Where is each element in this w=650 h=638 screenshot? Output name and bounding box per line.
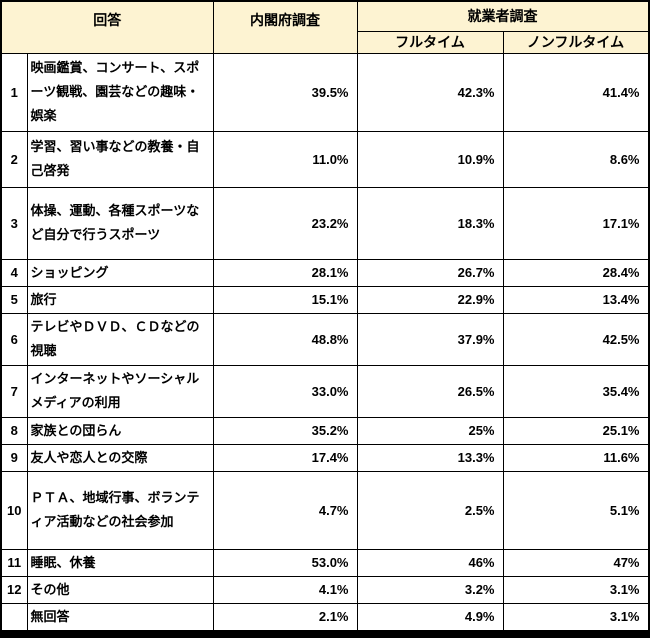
header-fulltime: フルタイム [356, 30, 504, 54]
nonfulltime-value: 25.1% [502, 416, 650, 445]
nonfulltime-value: 5.1% [502, 470, 650, 550]
fulltime-value: 46% [356, 548, 504, 577]
cabinet-value: 4.1% [212, 575, 358, 604]
row-number: 3 [0, 186, 28, 260]
fulltime-value: 4.9% [356, 602, 504, 634]
table-row: 1 映画鑑賞、コンサート、スポーツ観戦、園芸などの趣味・娯楽 39.5% 42.… [0, 52, 650, 132]
row-label: 友人や恋人との交際 [26, 443, 214, 472]
nonfulltime-value: 42.5% [502, 312, 650, 366]
fulltime-value: 37.9% [356, 312, 504, 366]
cabinet-value: 23.2% [212, 186, 358, 260]
table-row: 7 インターネットやソーシャルメディアの利用 33.0% 26.5% 35.4% [0, 364, 650, 418]
cabinet-value: 48.8% [212, 312, 358, 366]
row-number: 6 [0, 312, 28, 366]
cabinet-value: 33.0% [212, 364, 358, 418]
table-row: 12 その他 4.1% 3.2% 3.1% [0, 575, 650, 604]
cabinet-value: 17.4% [212, 443, 358, 472]
table-row: 無回答 2.1% 4.9% 3.1% [0, 602, 650, 634]
nonfulltime-value: 35.4% [502, 364, 650, 418]
cabinet-value: 2.1% [212, 602, 358, 634]
row-label: 体操、運動、各種スポーツなど自分で行うスポーツ [26, 186, 214, 260]
row-label: テレビやＤＶＤ、ＣＤなどの視聴 [26, 312, 214, 366]
table-row: 11 睡眠、休養 53.0% 46% 47% [0, 548, 650, 577]
table-row: 4 ショッピング 28.1% 26.7% 28.4% [0, 258, 650, 287]
header-cabinet-survey: 内閣府調査 [212, 0, 358, 54]
row-number: 12 [0, 575, 28, 604]
row-label: ＰＴＡ、地域行事、ボランティア活動などの社会参加 [26, 470, 214, 550]
nonfulltime-value: 11.6% [502, 443, 650, 472]
fulltime-value: 18.3% [356, 186, 504, 260]
nonfulltime-value: 17.1% [502, 186, 650, 260]
row-number: 5 [0, 285, 28, 314]
fulltime-value: 26.5% [356, 364, 504, 418]
row-number [0, 602, 28, 634]
fulltime-value: 42.3% [356, 52, 504, 132]
table-row: 3 体操、運動、各種スポーツなど自分で行うスポーツ 23.2% 18.3% 17… [0, 186, 650, 260]
row-label: 映画鑑賞、コンサート、スポーツ観戦、園芸などの趣味・娯楽 [26, 52, 214, 132]
row-label: その他 [26, 575, 214, 604]
cabinet-value: 15.1% [212, 285, 358, 314]
cabinet-value: 39.5% [212, 52, 358, 132]
fulltime-value: 22.9% [356, 285, 504, 314]
row-number: 11 [0, 548, 28, 577]
fulltime-value: 2.5% [356, 470, 504, 550]
fulltime-value: 13.3% [356, 443, 504, 472]
nonfulltime-value: 47% [502, 548, 650, 577]
row-number: 9 [0, 443, 28, 472]
row-label: 家族との団らん [26, 416, 214, 445]
fulltime-value: 25% [356, 416, 504, 445]
row-number: 8 [0, 416, 28, 445]
fulltime-value: 3.2% [356, 575, 504, 604]
row-label: 睡眠、休養 [26, 548, 214, 577]
nonfulltime-value: 13.4% [502, 285, 650, 314]
row-number: 2 [0, 130, 28, 188]
row-label: インターネットやソーシャルメディアの利用 [26, 364, 214, 418]
cabinet-value: 11.0% [212, 130, 358, 188]
header-row-1: 回答 内閣府調査 就業者調査 [0, 0, 650, 54]
row-label: ショッピング [26, 258, 214, 287]
cabinet-value: 28.1% [212, 258, 358, 287]
header-answer: 回答 [0, 0, 214, 54]
nonfulltime-value: 8.6% [502, 130, 650, 188]
table-row: 8 家族との団らん 35.2% 25% 25.1% [0, 416, 650, 445]
table-row: 9 友人や恋人との交際 17.4% 13.3% 11.6% [0, 443, 650, 472]
cabinet-value: 4.7% [212, 470, 358, 550]
table-row: 2 学習、習い事などの教養・自己啓発 11.0% 10.9% 8.6% [0, 130, 650, 188]
nonfulltime-value: 3.1% [502, 602, 650, 634]
cabinet-value: 53.0% [212, 548, 358, 577]
table-row: 5 旅行 15.1% 22.9% 13.4% [0, 285, 650, 314]
table-row: 10 ＰＴＡ、地域行事、ボランティア活動などの社会参加 4.7% 2.5% 5.… [0, 470, 650, 550]
row-label: 無回答 [26, 602, 214, 634]
table-row: 6 テレビやＤＶＤ、ＣＤなどの視聴 48.8% 37.9% 42.5% [0, 312, 650, 366]
row-number: 7 [0, 364, 28, 418]
nonfulltime-value: 3.1% [502, 575, 650, 604]
header-worker-survey: 就業者調査 [356, 0, 650, 32]
row-number: 10 [0, 470, 28, 550]
row-number: 4 [0, 258, 28, 287]
fulltime-value: 26.7% [356, 258, 504, 287]
cabinet-value: 35.2% [212, 416, 358, 445]
row-number: 1 [0, 52, 28, 132]
fulltime-value: 10.9% [356, 130, 504, 188]
nonfulltime-value: 28.4% [502, 258, 650, 287]
header-nonfulltime: ノンフルタイム [502, 30, 650, 54]
nonfulltime-value: 41.4% [502, 52, 650, 132]
row-label: 旅行 [26, 285, 214, 314]
row-label: 学習、習い事などの教養・自己啓発 [26, 130, 214, 188]
header-row-2: フルタイム ノンフルタイム [1, 30, 650, 54]
